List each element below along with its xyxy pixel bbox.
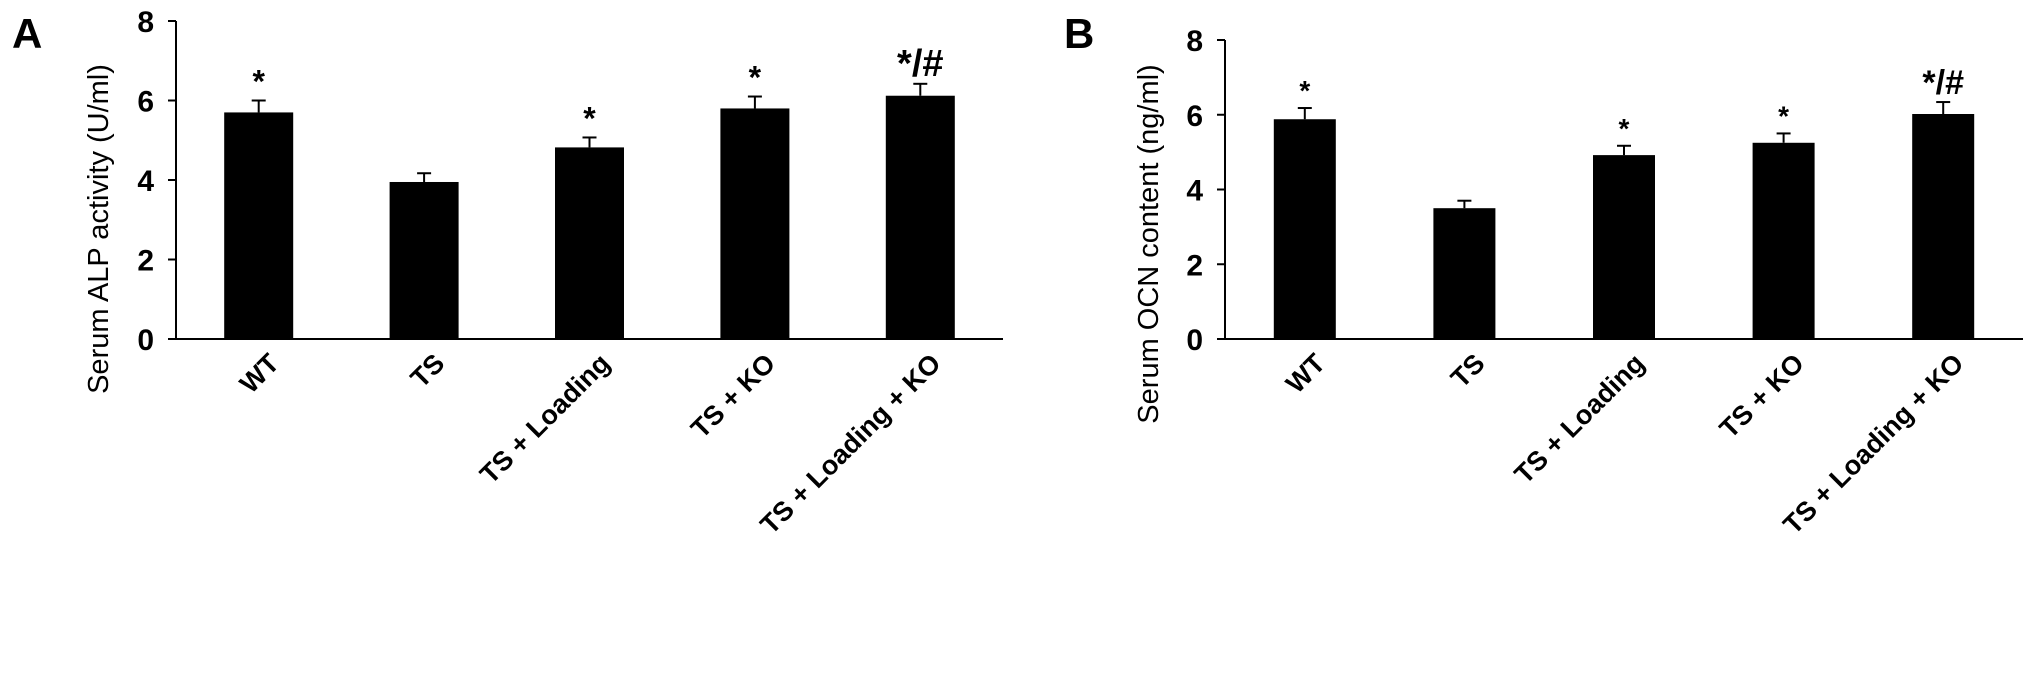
panel-b-y-tick-label: 8 [1186,25,1203,58]
panel-a-significance-label: * [252,64,265,100]
panel-b-bar [1752,142,1815,339]
panel-a-bar [555,147,624,339]
panel-a-bar [720,108,790,339]
panel-a-chart: A Serum ALP activity (U/ml) 0 2 4 6 8 * WT TS * T… [12,6,1003,540]
panel-b-bar [1912,114,1975,339]
panel-b-significance-label: */# [1922,64,1964,102]
panel-a-category-label: TS + KO [685,348,781,444]
panel-b-bar [1273,119,1336,339]
panel-a-y-tick-label: 8 [137,6,154,39]
panel-b-y-axis-title: Serum OCN content (ng/ml) [1133,64,1165,423]
panel-b-category-label: TS + Loading + KO [1777,348,1969,540]
panel-b-y-tick-label: 0 [1186,324,1203,357]
panel-a-y-tick-label: 0 [137,324,154,357]
panel-b-letter: B [1064,10,1094,57]
panel-b-chart: B Serum OCN content (ng/ml) 0 2 4 6 8 * WT TS * T… [1064,10,2023,540]
panel-b-significance-label: * [1619,113,1630,144]
panel-a-y-axis-title: Serum ALP activity (U/ml) [83,64,115,394]
panel-a-letter: A [12,10,42,57]
panel-a-plot-area: 0 2 4 6 8 * WT TS * TS + Loading * TS + KO */# TS + L… [137,6,1003,540]
panel-b-y-tick-label: 6 [1186,100,1203,133]
panel-b-category-label: WT [1280,348,1331,399]
panel-a-category-label: WT [234,348,285,399]
panel-b-significance-label: * [1299,75,1310,106]
panel-a-category-label: TS + Loading [474,348,616,490]
panel-a-bar [885,95,955,339]
panel-a-bar [389,181,459,339]
panel-b-y-tick-label: 2 [1186,249,1203,282]
panel-a-y-tick-label: 2 [137,245,154,278]
panel-a-significance-label: * [749,60,762,96]
panel-b-category-label: TS + KO [1714,348,1810,444]
panel-a-y-tick-label: 6 [137,86,154,119]
panel-a-significance-label: * [583,100,596,136]
panel-b-category-label: TS + Loading [1509,348,1651,490]
panel-a-bar [224,112,294,339]
panel-a-significance-label: */# [897,43,943,85]
panel-b-y-tick-label: 4 [1186,175,1203,208]
panel-b-bar [1433,208,1496,339]
panel-b-plot-area: 0 2 4 6 8 * WT TS * TS + Loading * TS + KO */# TS + L… [1186,25,2023,540]
panel-a-y-tick-label: 4 [137,165,154,198]
panel-a-category-label: TS [405,348,451,394]
panel-b-significance-label: * [1778,100,1789,131]
panel-b-category-label: TS [1445,348,1491,394]
panel-a-category-label: TS + Loading + KO [755,348,947,540]
panel-b-bar [1593,155,1655,339]
